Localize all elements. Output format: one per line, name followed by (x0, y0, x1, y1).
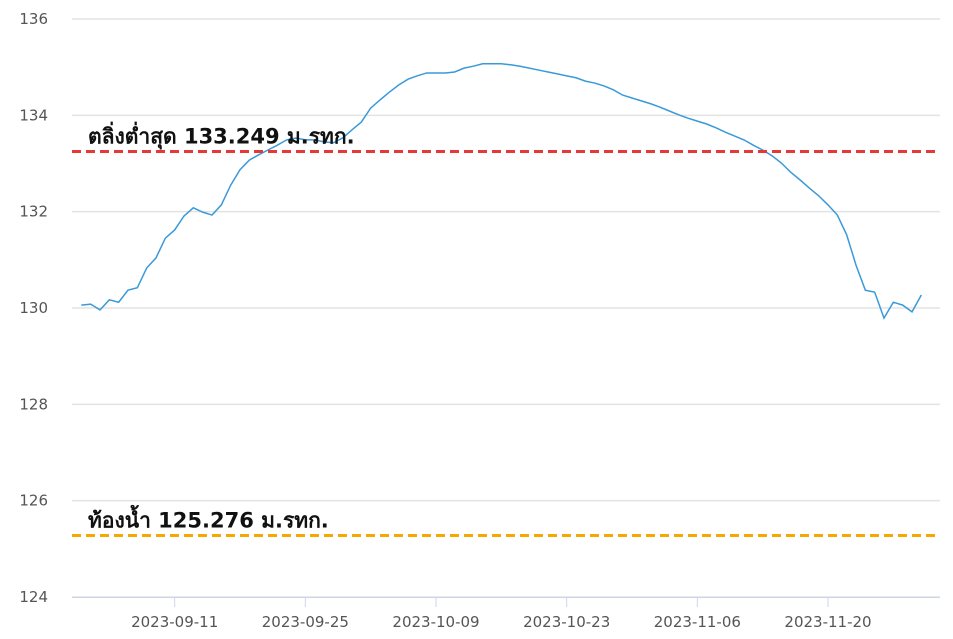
x-tick-label: 2023-09-11 (131, 613, 218, 631)
data-line (81, 63, 922, 320)
x-tick-label: 2023-10-09 (392, 613, 479, 631)
x-tick-label: 2023-09-25 (262, 613, 349, 631)
y-tick-label: 132 (19, 203, 48, 221)
y-tick-label: 128 (19, 395, 48, 413)
x-tick-label: 2023-11-06 (654, 613, 741, 631)
x-tick-label: 2023-11-20 (784, 613, 871, 631)
y-tick-label: 126 (19, 492, 48, 510)
reference-label: ตลิ่งต่ำสุด 133.249 ม.รทก. (88, 121, 355, 151)
y-tick-label: 130 (19, 299, 48, 317)
y-tick-label: 134 (19, 106, 48, 124)
y-tick-label: 136 (19, 10, 48, 28)
reference-label: ท้องน้ำ 125.276 ม.รทก. (88, 505, 329, 533)
y-tick-label: 124 (19, 588, 48, 606)
x-tick-label: 2023-10-23 (523, 613, 610, 631)
